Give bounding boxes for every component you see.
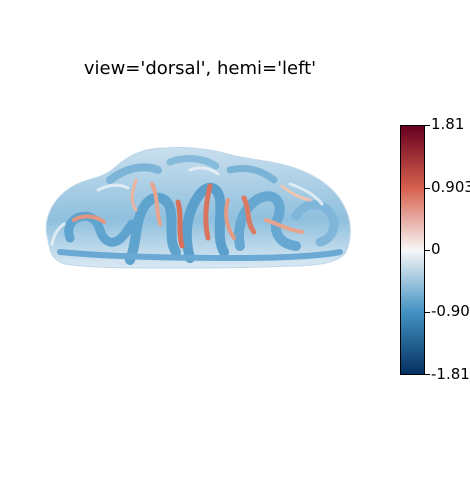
colorbar-gradient <box>401 126 424 374</box>
colorbar-tick-label: 0.903 <box>431 177 470 196</box>
colorbar-tick-label: -1.81 <box>431 365 470 383</box>
brain-surface <box>40 140 360 275</box>
colorbar-tick-label: -0.903 <box>431 302 470 321</box>
positive-regions <box>72 178 312 249</box>
figure-title: view='dorsal', hemi='left' <box>83 58 317 79</box>
colorbar <box>400 125 425 375</box>
colorbar-tick <box>425 312 430 314</box>
colorbar-tick <box>425 250 430 251</box>
brain-surface-render <box>45 147 351 269</box>
colorbar-tick <box>425 125 430 126</box>
colorbar-tick-label: 1.81 <box>431 115 465 133</box>
surface-highlights <box>50 166 324 246</box>
colorbar-tick <box>425 187 430 189</box>
colorbar-tick-label: 0 <box>431 240 441 258</box>
colorbar-tick <box>425 374 430 375</box>
